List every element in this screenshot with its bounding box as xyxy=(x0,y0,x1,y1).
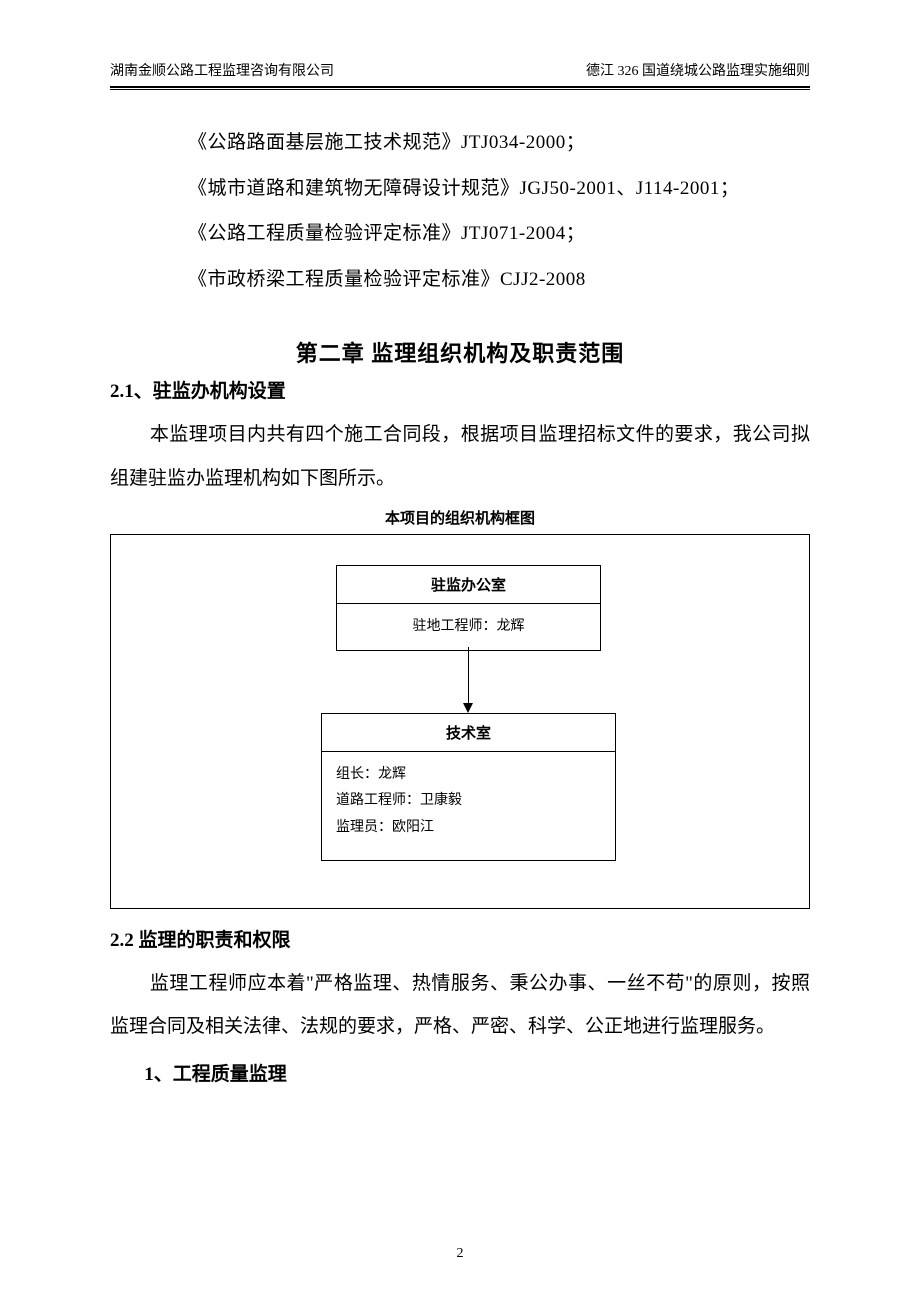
page-root: 湖南金顺公路工程监理咨询有限公司 德江 326 国道绕城公路监理实施细则 《公路… xyxy=(0,0,920,1146)
org-box-office-title: 驻监办公室 xyxy=(337,566,600,604)
tech-line-3: 监理员：欧阳江 xyxy=(336,815,601,842)
tech-line-1: 组长：龙辉 xyxy=(336,762,601,789)
page-number: 2 xyxy=(0,1246,920,1262)
section-2-1-para: 本监理项目内共有四个施工合同段，根据项目监理招标文件的要求，我公司拟组建驻监办监… xyxy=(110,413,810,500)
org-box-office-content: 驻地工程师：龙辉 xyxy=(337,604,600,651)
ref-item: 《城市道路和建筑物无障碍设计规范》JGJ50-2001、J114-2001； xyxy=(110,166,810,212)
header-right: 德江 326 国道绕城公路监理实施细则 xyxy=(586,60,810,80)
header-left: 湖南金顺公路工程监理咨询有限公司 xyxy=(110,60,334,80)
org-arrow-head-icon xyxy=(463,703,473,713)
header-underline xyxy=(110,86,810,90)
ref-item: 《市政桥梁工程质量检验评定标准》CJJ2-2008 xyxy=(110,257,810,303)
org-chart: 驻监办公室 驻地工程师：龙辉 技术室 组长：龙辉 道路工程师：卫康毅 监理员：欧… xyxy=(110,534,810,909)
diagram-caption: 本项目的组织机构框图 xyxy=(110,507,810,528)
org-box-tech: 技术室 组长：龙辉 道路工程师：卫康毅 监理员：欧阳江 xyxy=(321,713,616,861)
section-2-2-para: 监理工程师应本着"严格监理、热情服务、秉公办事、一丝不苟"的原则，按照监理合同及… xyxy=(110,962,810,1049)
ref-item: 《公路工程质量检验评定标准》JTJ071-2004； xyxy=(110,211,810,257)
page-header: 湖南金顺公路工程监理咨询有限公司 德江 326 国道绕城公路监理实施细则 xyxy=(110,60,810,86)
chapter-title: 第二章 监理组织机构及职责范围 xyxy=(110,336,810,368)
ref-item: 《公路路面基层施工技术规范》JTJ034-2000； xyxy=(110,120,810,166)
sub-heading-1: 1、工程质量监理 xyxy=(110,1059,810,1086)
org-arrow-line xyxy=(468,647,469,703)
section-2-2-heading: 2.2 监理的职责和权限 xyxy=(110,925,810,952)
org-box-office: 驻监办公室 驻地工程师：龙辉 xyxy=(336,565,601,652)
tech-line-2: 道路工程师：卫康毅 xyxy=(336,788,601,815)
section-2-1-heading: 2.1、驻监办机构设置 xyxy=(110,376,810,403)
org-box-tech-content: 组长：龙辉 道路工程师：卫康毅 监理员：欧阳江 xyxy=(322,752,615,852)
org-box-tech-title: 技术室 xyxy=(322,714,615,752)
